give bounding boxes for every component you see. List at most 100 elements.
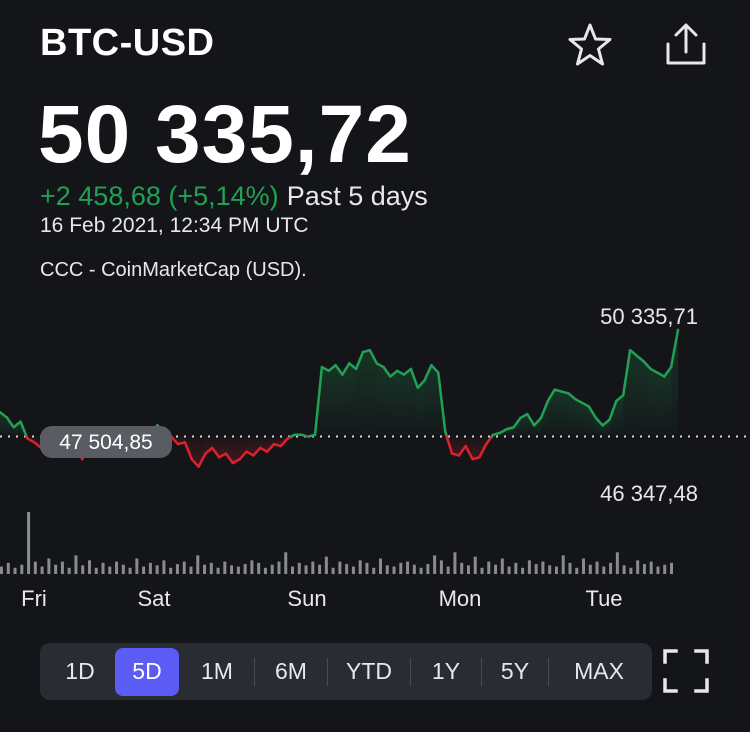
- volume-bar: [521, 567, 525, 574]
- volume-bar: [142, 566, 146, 574]
- volume-bar: [203, 564, 207, 574]
- volume-bar: [54, 564, 58, 574]
- area-fill-segment: [397, 370, 405, 437]
- area-fill-segment: [630, 350, 637, 437]
- range-button-1d[interactable]: 1D: [65, 658, 95, 684]
- volume-bar: [196, 555, 200, 574]
- area-fill-segment: [616, 395, 624, 437]
- price-line-segment: [238, 450, 248, 461]
- fullscreen-icon[interactable]: [662, 648, 710, 694]
- x-axis-label: Tue: [585, 586, 622, 611]
- price-line-segment: [0, 410, 9, 419]
- volume-bar: [297, 562, 301, 574]
- range-separator: [327, 657, 328, 686]
- price-line-segment: [484, 435, 494, 446]
- volume-bar: [74, 555, 78, 574]
- x-axis-label: Sat: [137, 586, 170, 611]
- range-button-max[interactable]: MAX: [574, 658, 624, 684]
- price-line-segment: [204, 446, 214, 455]
- volume-bar: [148, 562, 152, 574]
- star-icon[interactable]: [564, 21, 616, 69]
- area-fill-segment: [219, 436, 226, 458]
- range-button-5d[interactable]: 5D: [115, 647, 179, 696]
- change-period: Past 5 days: [286, 181, 428, 211]
- volume-bar: [372, 567, 376, 574]
- range-button-1m[interactable]: 1M: [201, 658, 233, 684]
- price-change: +2 458,68 (+5,14%): [40, 181, 279, 211]
- price-line-segment: [334, 363, 344, 376]
- price-line-segment: [457, 444, 467, 457]
- area-fill-segment: [20, 421, 27, 437]
- volume-bar: [115, 561, 119, 574]
- volume-bar: [406, 561, 410, 574]
- volume-bar: [250, 560, 254, 574]
- x-axis-label: Fri: [21, 586, 47, 611]
- volume-bar: [216, 567, 220, 574]
- volume-bar: [358, 560, 362, 574]
- volume-bar: [270, 564, 274, 574]
- range-button-ytd[interactable]: YTD: [346, 658, 392, 684]
- volume-bar: [636, 560, 640, 574]
- price-line-segment: [211, 446, 221, 459]
- range-button-6m[interactable]: 6M: [275, 658, 307, 684]
- area-fill-segment: [212, 436, 220, 458]
- volume-bar: [67, 567, 71, 574]
- area-fill-segment: [246, 436, 254, 456]
- price-line-segment: [245, 450, 255, 457]
- volume-bars: [0, 512, 673, 574]
- volume-bar: [392, 566, 396, 574]
- previous-close-badge: 47 504,85: [40, 426, 172, 458]
- area-fill-segment: [342, 363, 350, 437]
- price-line-segment: [320, 365, 330, 373]
- price-line-segment: [423, 363, 433, 382]
- range-button-1y[interactable]: 1Y: [431, 658, 461, 684]
- volume-bar: [6, 562, 10, 574]
- volume-bar: [345, 564, 349, 574]
- price-line-segment: [197, 452, 207, 468]
- area-fill-segment: [253, 436, 261, 456]
- price-chart[interactable]: 50 335,71 46 347,48 47 504,85 Fri Sat Sun M…: [0, 300, 750, 620]
- price-line-segment: [5, 416, 15, 429]
- area-fill-segment: [527, 414, 535, 437]
- quote-timestamp: 16 Feb 2021, 12:34 PM UTC: [40, 214, 309, 237]
- area-fill-segment: [452, 436, 459, 456]
- volume-bar: [87, 560, 91, 574]
- volume-bar: [615, 552, 619, 574]
- range-separator: [410, 657, 411, 686]
- volume-bar: [236, 566, 240, 574]
- area-fill-segment: [321, 367, 329, 437]
- volume-bar: [189, 566, 193, 574]
- price-line-segment: [532, 416, 543, 427]
- price-line-segment: [574, 397, 584, 405]
- area-fill-segment: [636, 355, 644, 437]
- volume-bar: [487, 561, 491, 574]
- volume-bar: [412, 564, 416, 574]
- range-button-5y[interactable]: 5Y: [500, 658, 530, 684]
- volume-bar: [609, 562, 613, 574]
- price-line-segment: [265, 442, 276, 453]
- area-fill-segment: [534, 417, 542, 437]
- volume-bar: [13, 567, 17, 574]
- area-fill-segment: [623, 350, 631, 437]
- volume-bar: [500, 558, 504, 574]
- volume-bar: [331, 567, 335, 574]
- volume-bar: [663, 564, 667, 574]
- volume-bar: [514, 562, 518, 574]
- price-line-segment: [12, 420, 22, 429]
- area-fill-segment: [595, 417, 603, 437]
- area-fill-segment: [328, 365, 336, 437]
- area-fill-segment: [198, 436, 206, 467]
- area-fill-segment: [472, 436, 480, 460]
- price-line-segment: [464, 444, 474, 461]
- price-line-segment: [402, 367, 413, 376]
- range-separator: [548, 657, 549, 686]
- price-line-segment: [224, 452, 235, 465]
- volume-bar: [365, 562, 369, 574]
- previous-close-label: 47 504,85: [59, 431, 152, 454]
- area-fill-segment: [6, 417, 14, 437]
- share-icon[interactable]: [660, 20, 712, 70]
- x-axis-labels: Fri Sat Sun Mon Tue: [21, 586, 622, 611]
- volume-bar: [33, 561, 37, 574]
- price-line-segment: [313, 365, 324, 437]
- price-line-segment: [375, 362, 385, 369]
